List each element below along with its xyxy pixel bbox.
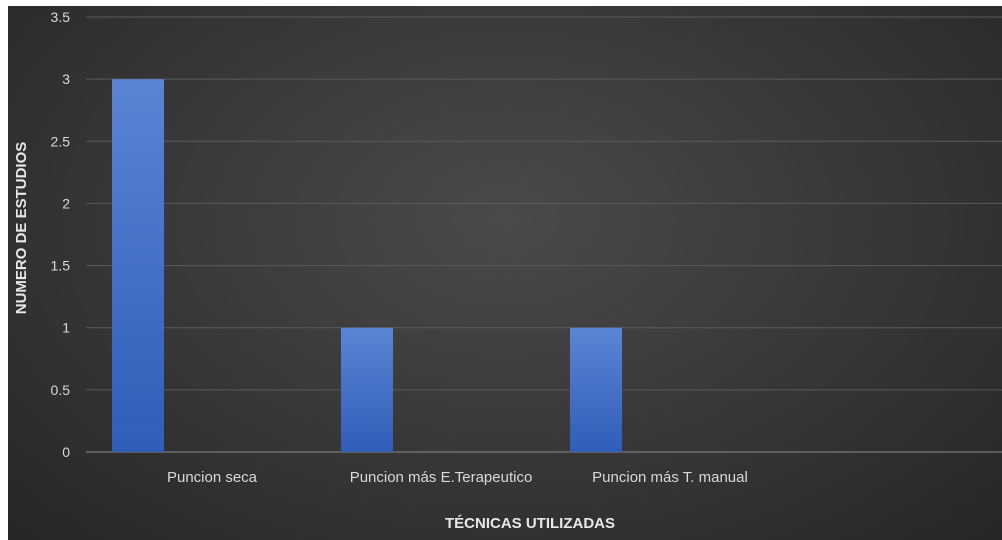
x-tick-label: Puncion más E.Terapeutico — [350, 469, 533, 486]
y-tick-label: 0.5 — [51, 382, 71, 398]
bar-chart: 0 0.5 1 1.5 2 2.5 3 3.5 Puncion seca Puncion más… — [13, 9, 1002, 532]
x-axis-title: TÉCNICAS UTILIZADAS — [445, 515, 615, 532]
gridlines — [86, 16, 1002, 453]
bar — [341, 327, 393, 452]
x-tick-label: Puncion seca — [167, 469, 258, 486]
y-axis-ticks: 0 0.5 1 1.5 2 2.5 3 3.5 — [51, 9, 71, 460]
y-tick-label: 2.5 — [51, 133, 71, 149]
y-tick-label: 0 — [62, 444, 70, 460]
y-tick-label: 3.5 — [51, 9, 71, 25]
bars — [112, 79, 622, 453]
x-tick-label: Puncion más T. manual — [592, 469, 748, 486]
y-tick-label: 1.5 — [51, 258, 71, 274]
y-tick-label: 1 — [62, 320, 70, 336]
bar — [570, 327, 622, 452]
y-axis-title: NUMERO DE ESTUDIOS — [13, 142, 30, 315]
y-tick-label: 2 — [62, 195, 70, 211]
y-tick-label: 3 — [62, 71, 70, 87]
chart-area: 0 0.5 1 1.5 2 2.5 3 3.5 Puncion seca Puncion más… — [8, 6, 1002, 540]
x-axis-ticks: Puncion seca Puncion más E.Terapeutico Pun… — [167, 469, 748, 486]
bar — [112, 79, 164, 453]
